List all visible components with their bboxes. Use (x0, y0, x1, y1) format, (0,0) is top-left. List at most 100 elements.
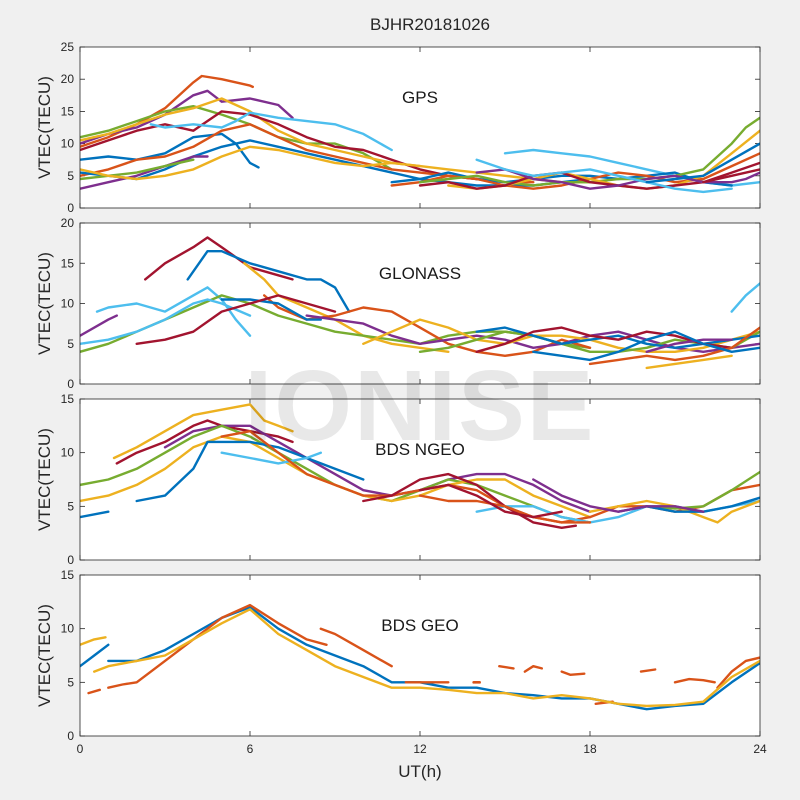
series-line (135, 440, 365, 503)
y-tick-label: 20 (61, 216, 75, 230)
series-line (112, 403, 294, 460)
figure-title: BJHR20181026 (370, 15, 490, 34)
series-line (80, 643, 110, 668)
watermark: IONISE (245, 350, 596, 462)
panel-label: BDS NGEO (375, 440, 465, 459)
series-line (93, 608, 760, 708)
series-line (80, 636, 107, 646)
series-line (80, 155, 209, 190)
series-line (645, 142, 760, 184)
series-line (588, 326, 760, 366)
series-group (80, 236, 760, 370)
y-tick-label: 10 (61, 297, 75, 311)
y-tick-label: 5 (67, 499, 74, 513)
x-tick-label: 12 (413, 742, 427, 756)
series-line (475, 326, 733, 353)
series-line (532, 478, 705, 513)
panels: 0 5 10 15 20 25 GPS VTEC(TECU) 0 5 10 15 20 GLONASS VT… (35, 40, 767, 756)
panel-0: 0 5 10 15 20 25 GPS VTEC(TECU) (35, 40, 761, 215)
series-line (163, 424, 592, 513)
series-line (319, 627, 393, 668)
series-line (730, 282, 760, 313)
series-line (80, 132, 260, 169)
y-axis-label: VTEC(TECU) (35, 252, 54, 355)
x-tick-label: 18 (583, 742, 597, 756)
series-line (80, 510, 110, 519)
panel-2: 0 5 10 15 BDS NGEO VTEC(TECU) (35, 392, 761, 567)
y-tick-label: 15 (61, 392, 75, 406)
series-line (560, 670, 586, 676)
y-tick-label: 20 (61, 72, 75, 86)
y-tick-label: 0 (67, 729, 74, 743)
series-line (220, 298, 322, 321)
series-group (80, 603, 760, 711)
series-line (645, 470, 760, 510)
y-tick-label: 10 (61, 622, 75, 636)
y-axis-label: VTEC(TECU) (35, 76, 54, 179)
series-line (475, 158, 733, 194)
series-group (80, 403, 760, 529)
series-line (639, 668, 657, 673)
x-axis-label: UT(h) (398, 762, 441, 781)
series-line (523, 665, 543, 673)
y-tick-label: 15 (61, 568, 75, 582)
axes-frame (79, 46, 761, 209)
axes-frame (79, 398, 761, 561)
axes-frame (79, 574, 761, 737)
series-line (362, 472, 577, 529)
series-line (80, 298, 252, 345)
panel-3: 0 5 10 15 0 6 12 18 24 BDS GEO VTEC(TECU) (35, 568, 767, 756)
series-line (532, 330, 760, 362)
series-group (80, 74, 760, 194)
series-line (80, 97, 422, 168)
panel-label: GLONASS (379, 264, 461, 283)
series-line (418, 494, 592, 524)
series-line (475, 326, 760, 349)
panel-label: GPS (402, 88, 438, 107)
series-line (362, 318, 760, 353)
y-tick-label: 10 (61, 137, 75, 151)
y-tick-label: 5 (67, 337, 74, 351)
series-line (80, 314, 118, 337)
panel-1: 0 5 10 15 20 GLONASS VTEC(TECU) (35, 216, 761, 391)
series-line (80, 158, 195, 181)
series-line (80, 89, 294, 145)
x-tick-label: 24 (753, 742, 767, 756)
plot-area (80, 575, 760, 736)
y-axis-label: VTEC(TECU) (35, 604, 54, 707)
series-line (645, 338, 733, 353)
series-line (80, 145, 592, 184)
series-line (220, 451, 322, 465)
series-line (95, 286, 252, 337)
series-line (418, 483, 563, 519)
y-tick-label: 0 (67, 201, 74, 215)
x-tick-label: 0 (77, 742, 84, 756)
axes-frame (79, 222, 761, 385)
panel-label: BDS GEO (381, 616, 458, 635)
series-line (186, 250, 351, 313)
y-tick-label: 5 (67, 169, 74, 183)
series-line (418, 116, 760, 187)
y-tick-label: 15 (61, 256, 75, 270)
series-line (716, 656, 760, 689)
x-tick-label: 6 (247, 742, 254, 756)
series-line (475, 168, 760, 190)
series-line (144, 236, 294, 281)
y-tick-label: 10 (61, 446, 75, 460)
series-line (107, 603, 328, 689)
series-line (305, 314, 760, 353)
series-line (149, 111, 393, 152)
y-tick-label: 25 (61, 40, 75, 54)
series-line (645, 354, 733, 370)
series-line (87, 688, 101, 695)
series-line (115, 419, 294, 465)
series-line (498, 665, 515, 670)
series-line (673, 677, 716, 684)
series-line (135, 294, 337, 345)
series-line (702, 168, 760, 184)
series-line (390, 171, 733, 187)
y-tick-label: 0 (67, 377, 74, 391)
y-axis-label: VTEC(TECU) (35, 428, 54, 531)
series-line (80, 105, 393, 171)
